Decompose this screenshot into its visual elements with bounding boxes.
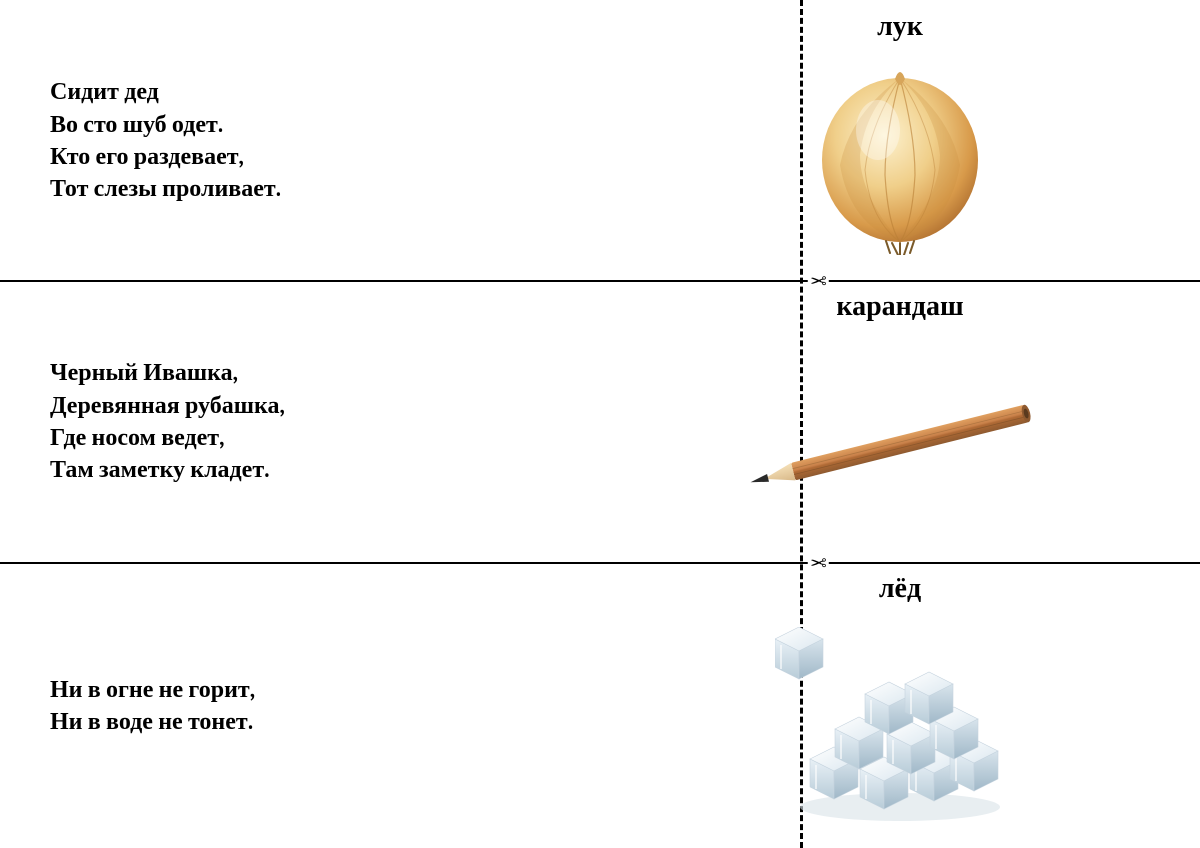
riddle-text-3: Ни в огне не горит, Ни в воде не тонет. (50, 673, 255, 738)
card-row-3: Ни в огне не горит, Ни в воде не тонет. … (0, 562, 1200, 848)
answer-label-2: карандаш (836, 290, 963, 323)
onion-image (810, 55, 990, 255)
answer-col-3: лёд (600, 562, 1200, 848)
card-row-2: Черный Ивашка, Деревянная рубашка, Где н… (0, 280, 1200, 562)
riddle-text-2: Черный Ивашка, Деревянная рубашка, Где н… (50, 356, 285, 486)
card-row-1: Сидит дед Во сто шуб одет. Кто его разде… (0, 0, 1200, 280)
riddle-text-1: Сидит дед Во сто шуб одет. Кто его разде… (50, 75, 281, 205)
answer-label-3: лёд (879, 572, 921, 605)
riddle-col-3: Ни в огне не горит, Ни в воде не тонет. (0, 562, 600, 848)
riddle-col-1: Сидит дед Во сто шуб одет. Кто его разде… (0, 0, 600, 280)
answer-col-2: карандаш (600, 280, 1200, 562)
riddle-col-2: Черный Ивашка, Деревянная рубашка, Где н… (0, 280, 600, 562)
answer-label-1: лук (877, 10, 923, 43)
ice-image (775, 627, 1025, 827)
pencil-image (740, 365, 1060, 525)
answer-col-1: лук (600, 0, 1200, 280)
